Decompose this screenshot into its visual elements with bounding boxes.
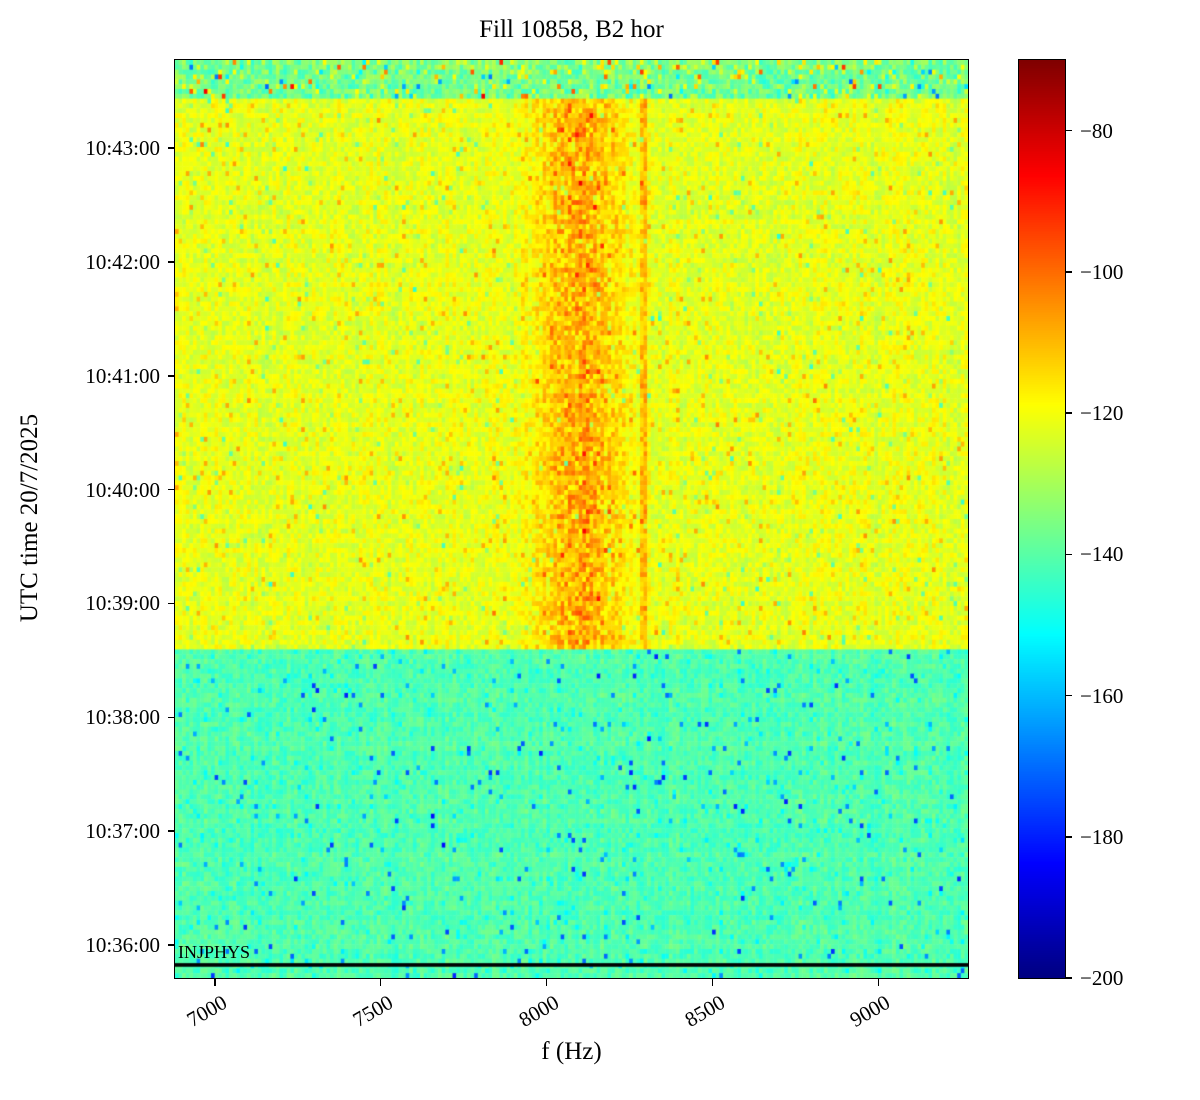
y-tick-mark: [168, 830, 175, 832]
injphys-annotation: INJPHYS: [178, 942, 251, 963]
colorbar-tick-mark: [1065, 977, 1072, 979]
y-tick-mark: [168, 488, 175, 491]
x-tick-label: 8000: [514, 990, 563, 1032]
chart-title: Fill 10858, B2 hor: [479, 16, 664, 43]
colorbar-gradient: [1019, 60, 1065, 978]
spectrogram-heatmap: [175, 60, 968, 978]
x-tick-mark: [877, 979, 880, 986]
y-tick-label: 10:41:00: [85, 363, 160, 388]
colorbar-tick-label: −160: [1080, 683, 1124, 708]
y-tick-label: 10:38:00: [85, 705, 160, 730]
y-tick-mark: [168, 716, 175, 719]
y-tick-label: 10:43:00: [85, 136, 160, 161]
colorbar-tick-mark: [1065, 836, 1072, 838]
y-tick-label: 10:39:00: [85, 591, 160, 616]
colorbar-tick-label: −120: [1080, 401, 1124, 426]
y-tick-mark: [168, 602, 175, 605]
colorbar-tick-mark: [1065, 553, 1072, 556]
colorbar-tick-mark: [1065, 694, 1072, 697]
plot-area: INJPHYS: [174, 59, 969, 979]
x-tick-mark: [711, 979, 714, 986]
x-tick-mark: [214, 979, 216, 986]
y-tick-label: 10:37:00: [85, 819, 160, 844]
x-tick-mark: [545, 979, 548, 986]
y-tick-mark: [168, 375, 175, 377]
colorbar-tick-label: −80: [1080, 118, 1113, 143]
colorbar-tick-mark: [1065, 129, 1072, 132]
colorbar-tick-mark: [1065, 271, 1072, 273]
y-tick-label: 10:40:00: [85, 477, 160, 502]
colorbar-tick-label: −140: [1080, 542, 1124, 567]
y-tick-mark: [168, 944, 175, 946]
y-tick-label: 10:42:00: [85, 249, 160, 274]
colorbar-tick-mark: [1065, 412, 1072, 414]
colorbar-tick-label: −200: [1080, 966, 1124, 990]
x-tick-label: 8500: [680, 990, 729, 1032]
x-tick-label: 7500: [348, 990, 397, 1032]
y-tick-mark: [168, 261, 175, 263]
colorbar-tick-label: −100: [1080, 259, 1124, 284]
colorbar: [1018, 59, 1066, 979]
y-tick-label: 10:36:00: [85, 932, 160, 957]
x-tick-label: 9000: [846, 990, 895, 1032]
y-axis-label: UTC time 20/7/2025: [16, 413, 44, 623]
colorbar-tick-label: −180: [1080, 824, 1124, 849]
x-tick-mark: [379, 979, 382, 986]
x-tick-label: 7000: [182, 990, 231, 1032]
x-axis-label: f (Hz): [541, 1038, 602, 1065]
y-tick-mark: [168, 147, 175, 149]
